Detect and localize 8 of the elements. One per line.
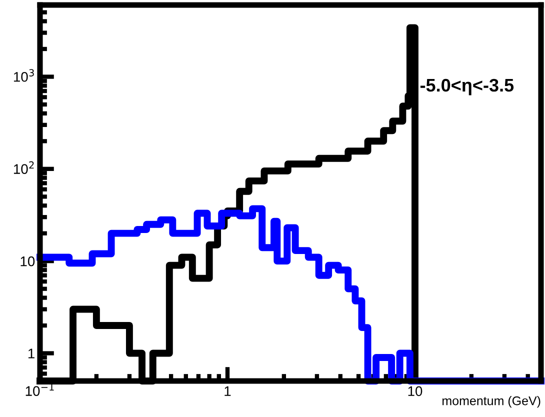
x-tick-label: 1: [224, 386, 231, 396]
y-tick-label: 10: [20, 256, 35, 266]
x-tick-label: 10: [408, 386, 422, 396]
y-tick-label: 10$^{3}$: [14, 69, 34, 82]
y-tick-label: 10$^{2}$: [14, 161, 34, 174]
y-tick-label: 1: [28, 348, 34, 358]
annotation: -5.0<η<-3.5: [420, 78, 514, 96]
x-axis-title: momentum (GeV): [442, 396, 540, 408]
